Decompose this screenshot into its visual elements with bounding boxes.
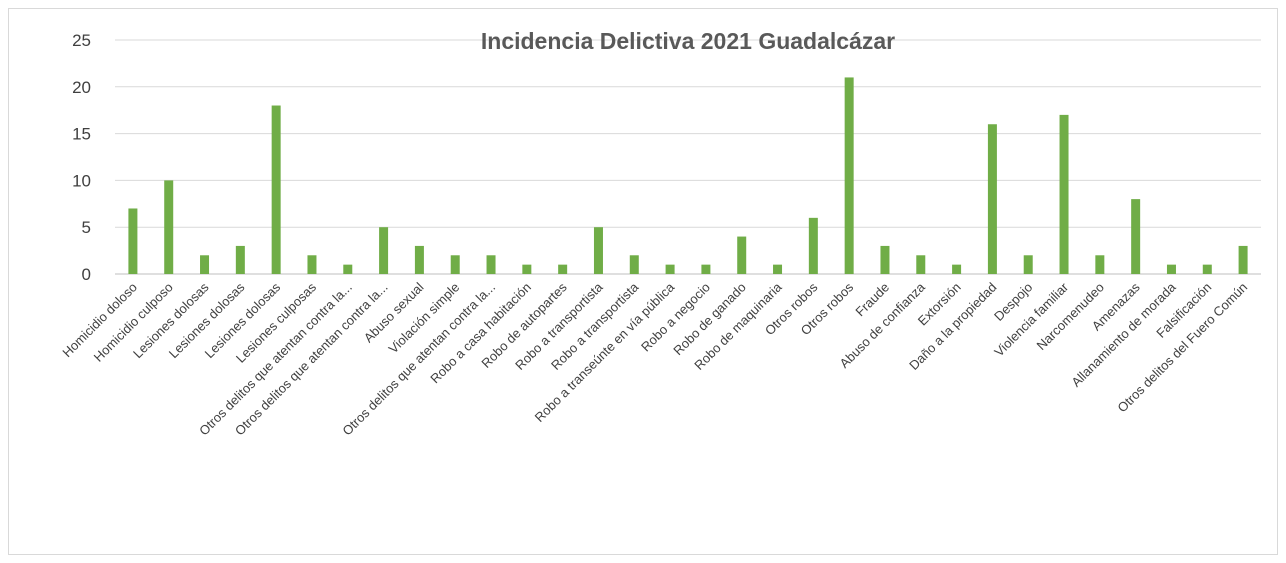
bar bbox=[880, 245, 890, 274]
bar bbox=[1059, 114, 1069, 274]
bar bbox=[1023, 255, 1033, 274]
bar bbox=[307, 255, 317, 274]
y-tick-label: 10 bbox=[72, 171, 91, 190]
bar bbox=[629, 255, 639, 274]
y-tick-label: 15 bbox=[72, 125, 91, 144]
bar bbox=[593, 227, 603, 274]
bar bbox=[558, 264, 568, 274]
y-tick-label: 25 bbox=[72, 31, 91, 50]
y-tick-label: 5 bbox=[82, 218, 91, 237]
bar bbox=[271, 105, 281, 275]
chart-area: 0 5 10 15 20 25 Homicidio doloso Homicidio cul… bbox=[8, 8, 1278, 555]
bar bbox=[701, 264, 711, 274]
bar bbox=[128, 208, 138, 274]
bar bbox=[1238, 245, 1248, 274]
bar bbox=[379, 227, 389, 274]
bar bbox=[737, 236, 747, 274]
bar bbox=[773, 264, 783, 274]
bar bbox=[1095, 255, 1105, 274]
y-tick-label: 0 bbox=[82, 265, 91, 284]
y-tick-label: 20 bbox=[72, 78, 91, 97]
bar bbox=[1131, 199, 1141, 274]
bar bbox=[987, 124, 997, 275]
chart-title: Incidencia Delictiva 2021 Guadalcázar bbox=[481, 28, 895, 54]
bar bbox=[164, 180, 174, 274]
bar bbox=[414, 245, 424, 274]
bar bbox=[235, 245, 245, 274]
y-axis-ticks: 0 5 10 15 20 25 bbox=[72, 31, 91, 284]
bar bbox=[1202, 264, 1212, 274]
gridlines bbox=[115, 39, 1261, 275]
bar bbox=[844, 77, 854, 274]
bar bbox=[808, 217, 818, 274]
bar bbox=[1166, 264, 1176, 274]
bar bbox=[522, 264, 532, 274]
bar bbox=[343, 264, 353, 274]
bar bbox=[486, 255, 496, 274]
bar bbox=[952, 264, 962, 274]
bar bbox=[665, 264, 675, 274]
bar bbox=[200, 255, 210, 274]
bars bbox=[128, 77, 1248, 275]
bar bbox=[450, 255, 460, 274]
bar bbox=[916, 255, 926, 274]
